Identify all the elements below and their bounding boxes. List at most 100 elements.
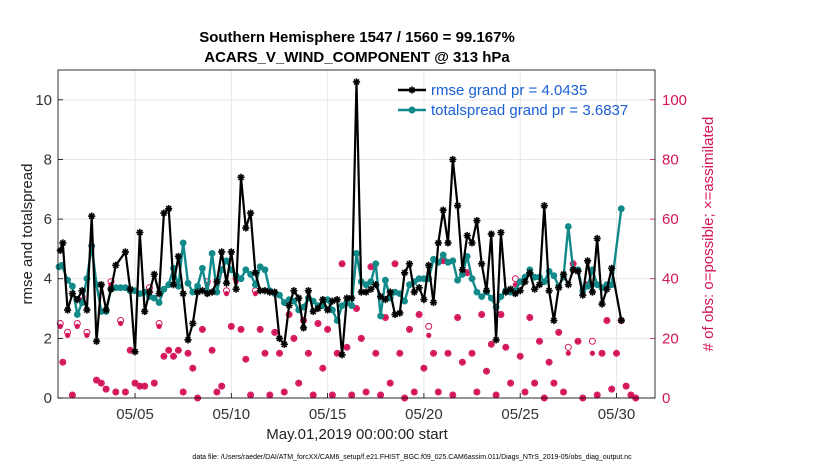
obs-possible-point-47	[280, 388, 288, 396]
y2-tick-label-4: 80	[662, 151, 679, 168]
rmse-point-20	[155, 290, 163, 298]
totalspread-point-46	[276, 291, 283, 299]
y-axis-label: rmse and totalspread	[19, 164, 36, 305]
obs-assimilated-point-100	[536, 338, 543, 344]
obs-assimilated-point-57	[329, 392, 335, 398]
obs-possible-point-94	[507, 379, 515, 387]
rmse-point-83	[458, 266, 466, 274]
obs-assimilated-point-13	[118, 320, 124, 327]
obs-possible-point-22	[160, 352, 168, 360]
rmse-point-35	[227, 248, 235, 256]
rmse-point-112	[598, 300, 606, 308]
obs-possible-point-20	[150, 379, 158, 387]
legend-rmse-label: rmse grand pr = 4.0435	[431, 82, 587, 99]
rmse-point-91	[497, 228, 505, 237]
obs-possible-point-64	[362, 388, 370, 396]
obs-assimilated-point-105	[560, 389, 567, 395]
obs-assimilated-point-79	[435, 389, 441, 395]
obs-assimilated-point-119	[628, 392, 634, 398]
rmse-point-84	[463, 231, 471, 240]
rmse-point-104	[559, 270, 568, 278]
right-y-axis: 0 20 40 60 80 100	[650, 92, 687, 407]
obs-assimilated-point-56	[325, 326, 331, 332]
rmse-point-2	[64, 306, 72, 314]
obs-assimilated-point-118	[623, 383, 629, 389]
rmse-point-16	[136, 228, 144, 237]
rmse-point-57	[333, 296, 341, 304]
obs-possible-point-108	[574, 337, 582, 345]
totalspread-point-65	[367, 278, 375, 286]
obs-assimilated-point-114	[604, 317, 610, 324]
obs-possible-point-62	[353, 305, 360, 312]
obs-assimilated-point-27	[185, 350, 191, 356]
obs-assimilated-point-111	[589, 350, 595, 356]
obs-assimilated-point-65	[368, 264, 374, 270]
obs-possible-point-23	[165, 346, 173, 354]
rmse-point-92	[502, 288, 510, 296]
obs-assimilated-point-74	[411, 389, 417, 395]
rmse-point-107	[574, 267, 582, 275]
legend: rmse grand pr = 4.0435 totalspread grand…	[398, 82, 628, 119]
obs-assimilated-point-93	[503, 344, 509, 350]
obs-possible-point-39	[242, 355, 250, 363]
rmse-point-86	[473, 217, 481, 225]
rmse-point-55	[324, 306, 332, 314]
rmse-point-52	[309, 307, 317, 316]
x-axis-label: May.01,2019 00:00:00 start	[266, 426, 448, 443]
rmse-point-60	[348, 294, 356, 302]
obs-assimilated-point-113	[599, 350, 605, 356]
rmse-point-67	[381, 296, 389, 304]
totalspread-point-61	[348, 302, 356, 309]
obs-possible-point-38	[237, 325, 245, 333]
totalspread-point-106	[564, 223, 572, 230]
obs-assimilated-point-92	[498, 311, 504, 318]
rmse-point-49	[295, 294, 303, 302]
totalspread-point-66	[372, 260, 380, 268]
obs-assimilated-point-75	[416, 311, 422, 318]
left-y-axis: 0 2 4 6 8 10	[35, 92, 63, 407]
rmse-point-40	[251, 269, 259, 277]
obs-assimilated-point-28	[190, 365, 196, 371]
obs-assimilated-point-2	[65, 332, 71, 338]
rmse-point-65	[372, 281, 380, 289]
y2-tick-label-1: 20	[662, 330, 679, 347]
rmse-point-1	[59, 239, 67, 247]
obs-possible-point-73	[406, 325, 413, 333]
totalspread-point-110	[584, 282, 591, 290]
totalspread-point-22	[160, 285, 168, 293]
totalspread-point-82	[449, 257, 457, 265]
totalspread-point-38	[237, 275, 245, 283]
obs-possible-point-104	[555, 328, 563, 336]
rmse-point-63	[362, 288, 370, 296]
rmse-point-11	[107, 285, 115, 293]
rmse-point-74	[415, 284, 423, 292]
obs-assimilated-point-116	[613, 350, 620, 356]
obs-assimilated-point-8	[93, 377, 100, 383]
legend-spread-label: totalspread grand pr = 3.6837	[431, 102, 628, 119]
obs-possible-point-116	[613, 349, 620, 357]
rmse-point-54	[319, 296, 327, 304]
obs-possible-point-111	[588, 337, 596, 345]
obs-assimilated-point-0	[57, 323, 63, 329]
obs-assimilated-point-85	[464, 270, 470, 276]
rmse-point-48	[290, 287, 298, 295]
obs-possible-point-81	[444, 349, 452, 357]
rmse-point-3	[68, 290, 76, 298]
rmse-point-18	[145, 288, 154, 296]
obs-assimilated-point-53	[310, 392, 316, 398]
x-tick-label-5: 05/30	[598, 406, 636, 423]
obs-possible-point-84	[458, 358, 466, 366]
obs-assimilated-point-90	[488, 341, 494, 347]
rmse-point-98	[531, 285, 539, 293]
y-tick-label-2: 4	[44, 271, 52, 288]
obs-assimilated-point-97	[522, 389, 528, 395]
obs-possible-point-114	[603, 317, 611, 324]
rmse-point-26	[184, 336, 192, 344]
obs-possible-point-12	[112, 388, 120, 396]
obs-possible-point-55	[319, 364, 327, 372]
rmse-point-109	[584, 257, 592, 265]
rmse-point-34	[222, 279, 231, 287]
totalspread-point-57	[329, 306, 336, 314]
rmse-point-7	[88, 212, 96, 220]
obs-assimilated-point-3	[69, 392, 75, 398]
